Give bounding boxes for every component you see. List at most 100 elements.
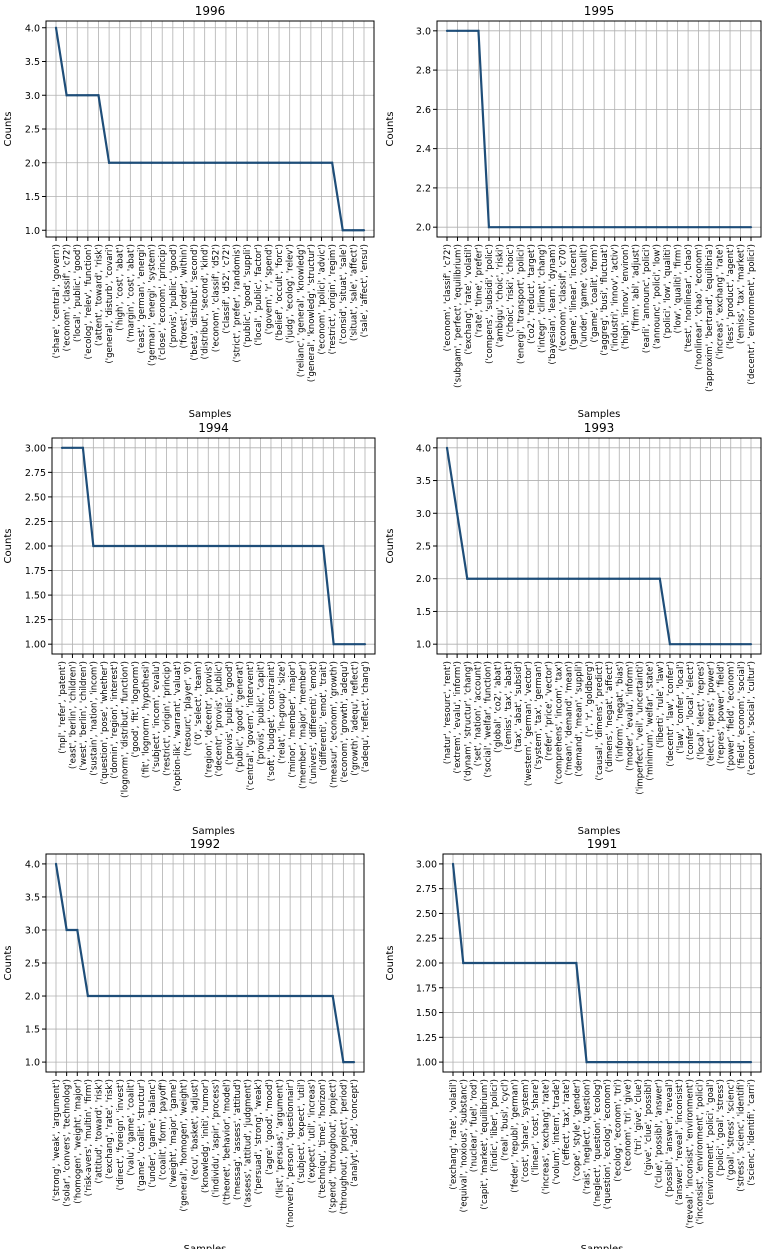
x-tick-label: ('global', 'co2', 'abat')	[494, 661, 504, 753]
x-tick-label: ('set', 'nation', 'account')	[473, 661, 483, 766]
data-point	[667, 1060, 670, 1064]
data-point	[65, 94, 68, 97]
data-point	[256, 161, 259, 164]
x-tick-label: ('nuclear', 'fuel', 'rod')	[470, 1079, 480, 1172]
y-tick-label: 3.5	[416, 476, 431, 487]
x-tick-label: ('homogen', 'weight', 'major')	[73, 1079, 83, 1204]
data-point	[165, 544, 168, 548]
data-point	[540, 226, 543, 229]
data-point	[280, 544, 283, 548]
series-line	[451, 863, 751, 1064]
x-tick-label: ('high', 'cost', 'abat')	[116, 244, 126, 331]
x-tick-label: ('general', 'disturb', 'covari')	[105, 244, 115, 364]
data-point	[353, 643, 356, 646]
data-point	[65, 928, 68, 932]
x-tick-label: ('spend', 'throughout', 'project')	[329, 1079, 339, 1213]
x-tick-label: ('low', 'qualiti', 'firm')	[674, 244, 684, 333]
data-point	[246, 161, 249, 164]
y-tick-label: 2.50	[25, 492, 46, 503]
x-tick-label: ('techniqu', 'time', 'horizon')	[318, 1079, 328, 1198]
data-point	[582, 226, 585, 229]
x-tick-label: ('econom', 'tri', 'give')	[624, 1079, 634, 1172]
data-point	[214, 161, 217, 164]
data-point	[320, 161, 323, 164]
x-tick-label: ('announc', 'polici', 'low')	[653, 244, 663, 349]
data-point	[519, 226, 522, 229]
x-tick-label: ('econom', 'social', 'cultur')	[747, 661, 757, 775]
x-tick-label: ('game', 'coalit', 'form')	[590, 244, 600, 343]
y-tick-label: 2.0	[25, 992, 40, 1003]
x-tick-label: ('polici', 'low', 'qualiti')	[663, 244, 673, 339]
data-point	[203, 994, 207, 998]
x-tick-label: ('valu', 'game', 'coalit')	[127, 1079, 137, 1176]
x-tick-label: ('east', 'german', 'energi')	[137, 244, 147, 353]
x-tick-label: ('decentr', 'provis', 'public')	[215, 661, 225, 777]
x-tick-label: ('german', 'energi', 'system')	[148, 244, 158, 366]
data-point	[54, 862, 58, 866]
x-tick-label: ('emiss', 'tax', 'abat')	[504, 661, 514, 750]
y-tick-label: 2.50	[416, 909, 437, 920]
x-tick-label: ('minimum', 'welfar', 'state')	[646, 661, 656, 781]
data-point	[456, 512, 459, 515]
data-point	[689, 643, 692, 646]
data-point	[729, 643, 732, 646]
data-point	[322, 544, 325, 548]
x-tick-label: ('under', 'game', 'coalit')	[579, 244, 589, 348]
y-axis-label: Counts	[3, 529, 14, 564]
data-point	[267, 161, 270, 164]
x-tick-label: ('decentr', 'environment', 'polici')	[747, 244, 757, 385]
data-point	[342, 1060, 345, 1064]
x-tick-label: ('real', 'busi', 'cycl')	[500, 1079, 510, 1161]
data-point	[269, 544, 273, 548]
x-tick-label: ('east', 'berlin', 'children')	[68, 661, 78, 769]
chart-1992: 1992 1.0 1.5 2.0 2.5 3.0 3.5 4.0 Counts ('strong'…	[3, 837, 365, 1249]
x-tick-label: ('econom', 'classif', 'd52')	[211, 244, 221, 352]
y-axis-label: Counts	[385, 112, 396, 147]
data-point	[341, 229, 344, 232]
data-point	[618, 577, 621, 580]
series-line	[54, 27, 364, 232]
data-point	[129, 994, 132, 998]
y-tick-label: 4.0	[25, 859, 40, 870]
data-point	[161, 161, 164, 164]
series-line	[62, 446, 365, 646]
x-tick-label: ('solar', 'convers', 'technolog')	[63, 1079, 73, 1207]
x-tick-label: ('provis', 'public', 'good')	[169, 244, 179, 348]
x-tick-label: ('exchang', 'rate', 'risk')	[105, 1079, 115, 1179]
data-point	[207, 544, 210, 548]
x-tick-label: ('relianc', 'general', 'knowledg')	[296, 244, 306, 377]
x-tick-label: ('general', 'homogen', 'weight')	[180, 1079, 190, 1212]
x-tick-label: ('repres', 'power', 'field')	[717, 661, 727, 764]
x-tick-label: ('ecolog', 'econom', 'tri')	[613, 1079, 623, 1182]
x-tick-label: ('social', 'welfar', 'function')	[484, 661, 494, 778]
x-tick-label: ('bayesian', 'learn', 'dynam')	[548, 244, 558, 365]
data-point	[739, 226, 742, 229]
data-point	[81, 446, 84, 449]
data-point	[331, 994, 334, 998]
x-tick-label: ('econom', 'classif', 'c70')	[558, 244, 568, 351]
x-tick-label: ('co2', 'reduct', 'target')	[527, 244, 537, 344]
data-point	[707, 226, 711, 229]
y-tick-label: 3.0	[416, 509, 431, 520]
data-point	[606, 1060, 609, 1064]
data-point	[466, 577, 469, 580]
data-point	[290, 544, 293, 548]
x-tick-label: ('assess', 'attitud', 'judgment')	[244, 1079, 254, 1208]
x-tick-label: ('imperfect', 'veil', 'uncertainti')	[636, 661, 646, 795]
y-tick-label: 4.0	[25, 23, 40, 34]
data-point	[657, 1060, 660, 1064]
data-point	[175, 544, 179, 548]
y-tick-label: 2.75	[416, 884, 437, 895]
data-point	[678, 643, 682, 646]
x-tick-label: ('econom', 'polici', 'advic')	[318, 244, 328, 354]
x-tick-label: ('choic', 'riski', 'choic')	[506, 244, 516, 338]
chart-1993: 1993 1.0 1.5 2.0 2.5 3.0 3.5 4.0 Counts ('natur',…	[385, 421, 762, 837]
data-point	[352, 1060, 356, 1064]
data-point	[739, 643, 742, 646]
x-tick-label: ('neglect', 'question', 'ecolog')	[593, 1079, 603, 1207]
x-tick-label: ('increas', 'exchang', 'rate')	[541, 1079, 551, 1194]
x-tick-label: ('minor', 'member', 'major')	[288, 661, 298, 778]
y-tick-label: 2.25	[25, 517, 46, 528]
x-tick-label: ('inconsist', 'environment', 'polici')	[696, 1079, 706, 1225]
x-tick-label: ('situat', 'sale', 'affect')	[349, 244, 359, 341]
